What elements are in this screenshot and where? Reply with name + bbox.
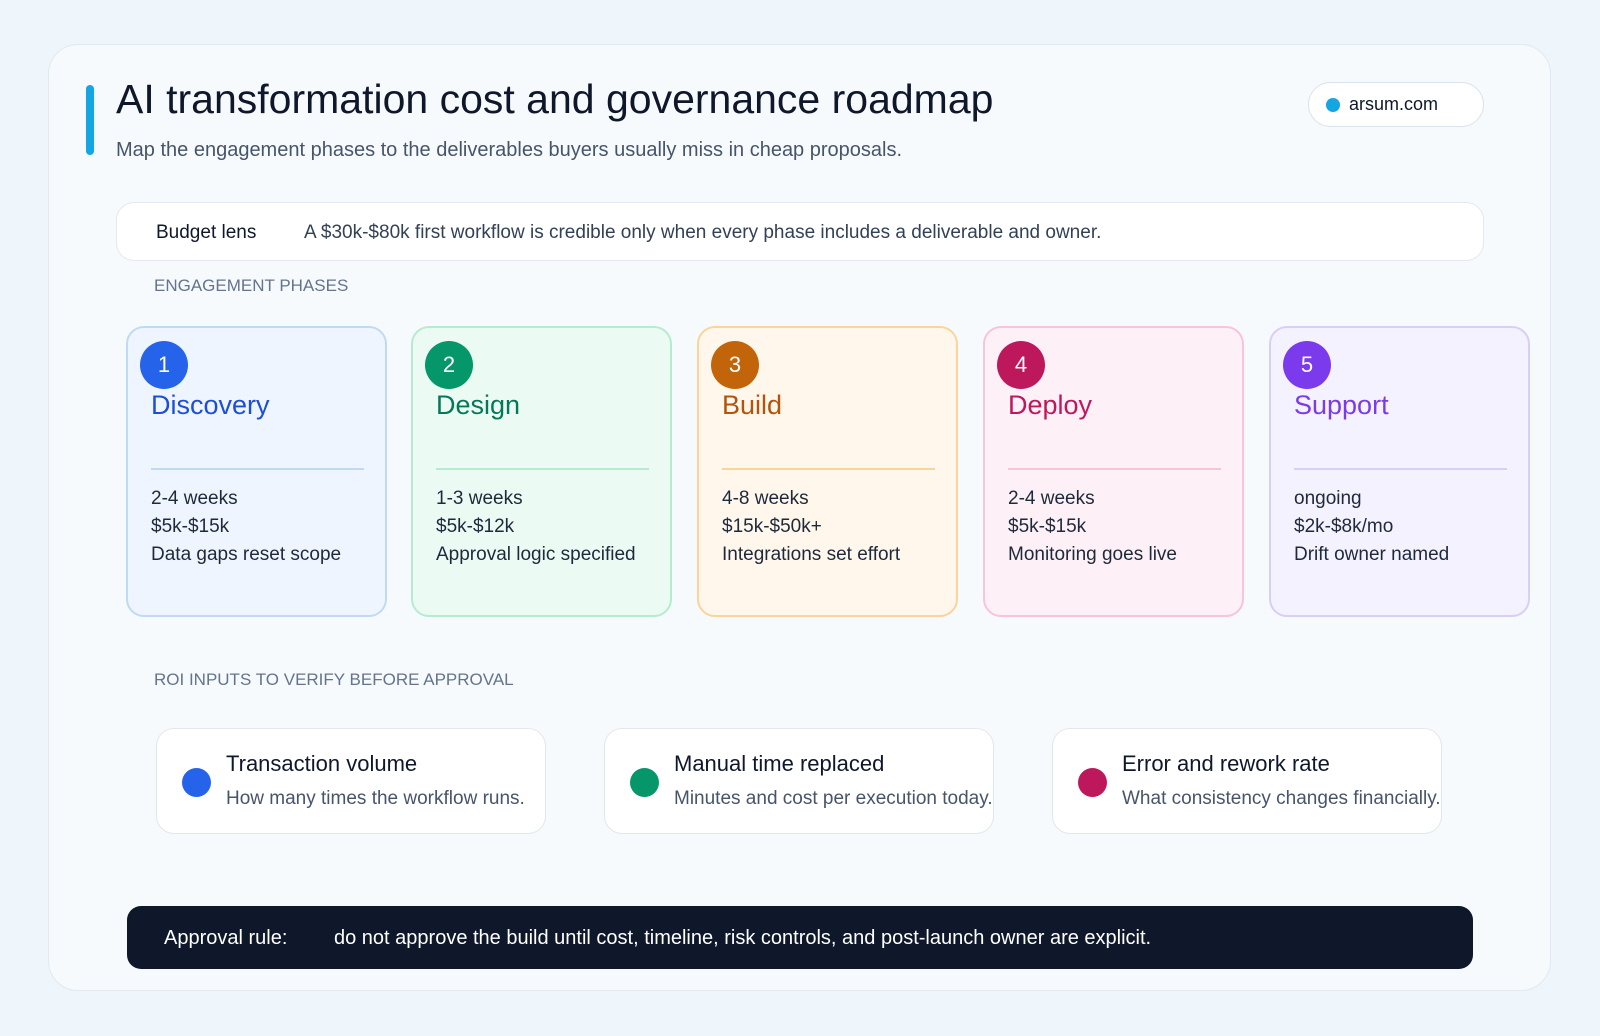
phase-card: 5 Support ongoing $2k-$8k/mo Drift owner nam…: [1269, 326, 1530, 617]
roi-description: What consistency changes financially.: [1122, 788, 1441, 809]
roi-title: Transaction volume: [226, 751, 418, 776]
phase-note: Integrations set effort: [722, 544, 901, 565]
phase-number: 2: [425, 341, 473, 389]
roi-card: Error and rework rate What consistency ch…: [1052, 728, 1442, 834]
phase-name: Build: [722, 390, 783, 420]
divider: [1294, 468, 1507, 470]
phase-duration: 2-4 weeks: [1008, 488, 1095, 509]
phase-cost: $2k-$8k/mo: [1294, 516, 1394, 537]
phase-name: Deploy: [1008, 390, 1093, 420]
roi-card: Manual time replaced Minutes and cost per…: [604, 728, 994, 834]
phase-note: Drift owner named: [1294, 544, 1450, 565]
roi-description: How many times the workflow runs.: [226, 788, 525, 809]
divider: [151, 468, 364, 470]
divider: [436, 468, 649, 470]
phase-duration: 4-8 weeks: [722, 488, 809, 509]
phase-name: Discovery: [151, 390, 270, 420]
divider: [1008, 468, 1221, 470]
phase-cost: $15k-$50k+: [722, 516, 822, 537]
phase-cost: $5k-$15k: [151, 516, 230, 537]
phase-card: 2 Design 1-3 weeks $5k-$12k Approval logic s…: [411, 326, 672, 617]
section-heading: ENGAGEMENT PHASES: [154, 276, 349, 295]
divider: [722, 468, 935, 470]
phase-duration: ongoing: [1294, 488, 1362, 509]
accent-bar: [86, 85, 94, 155]
phase-name: Support: [1294, 390, 1389, 420]
phase-cost: $5k-$12k: [436, 516, 515, 537]
section-heading: ROI INPUTS TO VERIFY BEFORE APPROVAL: [154, 670, 514, 689]
roi-title: Error and rework rate: [1122, 751, 1330, 776]
phase-name: Design: [436, 390, 521, 420]
badge: arsum.com: [1308, 82, 1484, 127]
approval-bar: Approval rule: do not approve the build …: [127, 906, 1473, 969]
phase-note: Monitoring goes live: [1008, 544, 1177, 565]
budget-box: Budget lens A $30k-$80k first workflow i…: [116, 202, 1484, 261]
budget-label: Budget lens: [156, 222, 257, 243]
phase-duration: 2-4 weeks: [151, 488, 238, 509]
phase-cost: $5k-$15k: [1008, 516, 1087, 537]
roi-dot: [1078, 768, 1107, 797]
roi-title: Manual time replaced: [674, 751, 885, 776]
phase-card: 1 Discovery 2-4 weeks $5k-$15k Data gaps res…: [126, 326, 387, 617]
phase-card: 4 Deploy 2-4 weeks $5k-$15k Monitoring goes …: [983, 326, 1244, 617]
phase-number: 4: [997, 341, 1045, 389]
phase-note: Data gaps reset scope: [151, 544, 342, 565]
roi-card: Transaction volume How many times the wor…: [156, 728, 546, 834]
roi-dot: [182, 768, 211, 797]
phase-note: Approval logic specified: [436, 544, 636, 565]
title: AI transformation cost and governance ro…: [116, 76, 994, 122]
phase-number: 3: [711, 341, 759, 389]
phase-card: 3 Build 4-8 weeks $15k-$50k+ Integrations se…: [697, 326, 958, 617]
phase-duration: 1-3 weeks: [436, 488, 523, 509]
phase-number: 5: [1283, 341, 1331, 389]
approval-text: do not approve the build until cost, tim…: [334, 927, 1152, 949]
phase-number: 1: [140, 341, 188, 389]
approval-label: Approval rule:: [164, 927, 288, 949]
roi-description: Minutes and cost per execution today.: [674, 788, 993, 809]
budget-text: A $30k-$80k first workflow is credible o…: [304, 222, 1102, 243]
roi-dot: [630, 768, 659, 797]
subtitle: Map the engagement phases to the deliver…: [116, 139, 903, 161]
